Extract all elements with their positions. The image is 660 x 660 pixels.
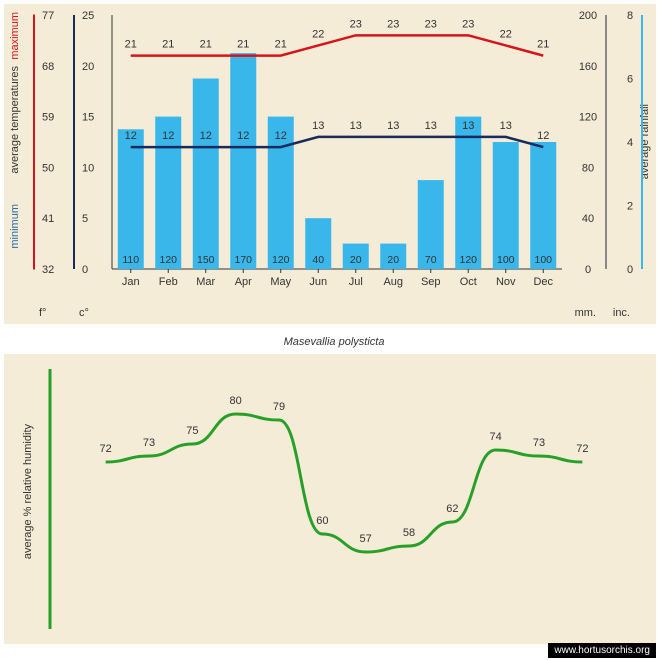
svg-text:Feb: Feb: [159, 276, 178, 288]
svg-text:160: 160: [579, 61, 597, 73]
svg-text:23: 23: [425, 18, 437, 30]
svg-text:21: 21: [275, 39, 287, 51]
svg-text:Mar: Mar: [196, 276, 215, 288]
svg-text:Jul: Jul: [349, 276, 363, 288]
svg-text:80: 80: [582, 162, 594, 174]
svg-text:23: 23: [387, 18, 399, 30]
svg-text:13: 13: [425, 120, 437, 132]
container: minimum average temperatures maximum ave…: [0, 0, 660, 660]
svg-text:23: 23: [462, 18, 474, 30]
svg-text:13: 13: [500, 120, 512, 132]
svg-text:23: 23: [350, 18, 362, 30]
svg-text:12: 12: [537, 130, 549, 142]
svg-text:50: 50: [42, 162, 54, 174]
svg-text:12: 12: [237, 130, 249, 142]
svg-text:Jan: Jan: [122, 276, 140, 288]
svg-text:120: 120: [159, 254, 177, 266]
svg-text:57: 57: [360, 533, 372, 545]
svg-text:59: 59: [42, 112, 54, 124]
svg-text:22: 22: [312, 28, 324, 40]
svg-text:20: 20: [82, 61, 94, 73]
svg-text:Nov: Nov: [496, 276, 516, 288]
svg-text:70: 70: [425, 254, 437, 266]
svg-text:Dec: Dec: [533, 276, 553, 288]
svg-text:170: 170: [234, 254, 252, 266]
svg-text:13: 13: [312, 120, 324, 132]
humidity-chart-panel: average % relative humidity 727375807960…: [4, 354, 656, 644]
svg-text:72: 72: [576, 443, 588, 455]
climate-chart-svg: 3241505968770510152025040801201602000246…: [4, 4, 656, 304]
svg-text:0: 0: [82, 264, 88, 276]
svg-text:20: 20: [387, 254, 399, 266]
svg-text:May: May: [270, 276, 291, 288]
svg-text:32: 32: [42, 264, 54, 276]
svg-text:13: 13: [462, 120, 474, 132]
svg-text:13: 13: [350, 120, 362, 132]
svg-text:41: 41: [42, 213, 54, 225]
svg-text:58: 58: [403, 527, 415, 539]
svg-text:73: 73: [143, 437, 155, 449]
svg-text:12: 12: [200, 130, 212, 142]
svg-text:120: 120: [272, 254, 290, 266]
svg-text:Aug: Aug: [383, 276, 403, 288]
svg-text:150: 150: [197, 254, 215, 266]
svg-text:60: 60: [316, 515, 328, 527]
svg-text:21: 21: [125, 39, 137, 51]
svg-text:200: 200: [579, 10, 597, 22]
svg-text:0: 0: [627, 264, 633, 276]
svg-text:77: 77: [42, 10, 54, 22]
svg-text:62: 62: [446, 503, 458, 515]
svg-text:74: 74: [490, 431, 502, 443]
svg-text:100: 100: [534, 254, 552, 266]
svg-text:4: 4: [627, 137, 633, 149]
svg-text:21: 21: [162, 39, 174, 51]
svg-text:0: 0: [585, 264, 591, 276]
svg-text:8: 8: [627, 10, 633, 22]
svg-text:72: 72: [100, 443, 112, 455]
svg-text:20: 20: [350, 254, 362, 266]
svg-text:Sep: Sep: [421, 276, 441, 288]
svg-text:6: 6: [627, 74, 633, 86]
svg-text:21: 21: [237, 39, 249, 51]
svg-text:110: 110: [122, 254, 139, 266]
svg-text:12: 12: [162, 130, 174, 142]
svg-text:21: 21: [200, 39, 212, 51]
svg-text:Oct: Oct: [460, 276, 477, 288]
svg-text:2: 2: [627, 201, 633, 213]
unit-inc: inc.: [613, 307, 630, 319]
climate-chart-panel: minimum average temperatures maximum ave…: [4, 4, 656, 324]
svg-text:120: 120: [459, 254, 477, 266]
humidity-chart-svg: 72 73 75 80 79 60 57 58 62 74 73 72: [4, 354, 656, 644]
svg-text:79: 79: [273, 401, 285, 413]
svg-text:25: 25: [82, 10, 94, 22]
svg-text:22: 22: [500, 28, 512, 40]
unit-mm: mm.: [575, 307, 596, 319]
svg-text:75: 75: [186, 425, 198, 437]
svg-text:10: 10: [82, 162, 94, 174]
unit-c: c°: [79, 307, 89, 319]
svg-text:100: 100: [497, 254, 515, 266]
svg-text:12: 12: [125, 130, 137, 142]
svg-text:13: 13: [387, 120, 399, 132]
svg-text:40: 40: [582, 213, 594, 225]
svg-text:Jun: Jun: [309, 276, 327, 288]
svg-text:21: 21: [537, 39, 549, 51]
svg-text:Apr: Apr: [235, 276, 252, 288]
svg-text:80: 80: [230, 395, 242, 407]
svg-text:68: 68: [42, 61, 54, 73]
svg-text:15: 15: [82, 112, 94, 124]
source-badge: www.hortusorchis.org: [548, 643, 656, 658]
svg-text:12: 12: [275, 130, 287, 142]
species-title: Masevallia polysticta: [4, 336, 660, 348]
svg-text:40: 40: [312, 254, 324, 266]
unit-f: f°: [39, 307, 46, 319]
svg-text:5: 5: [82, 213, 88, 225]
svg-text:73: 73: [533, 437, 545, 449]
svg-text:120: 120: [579, 112, 597, 124]
